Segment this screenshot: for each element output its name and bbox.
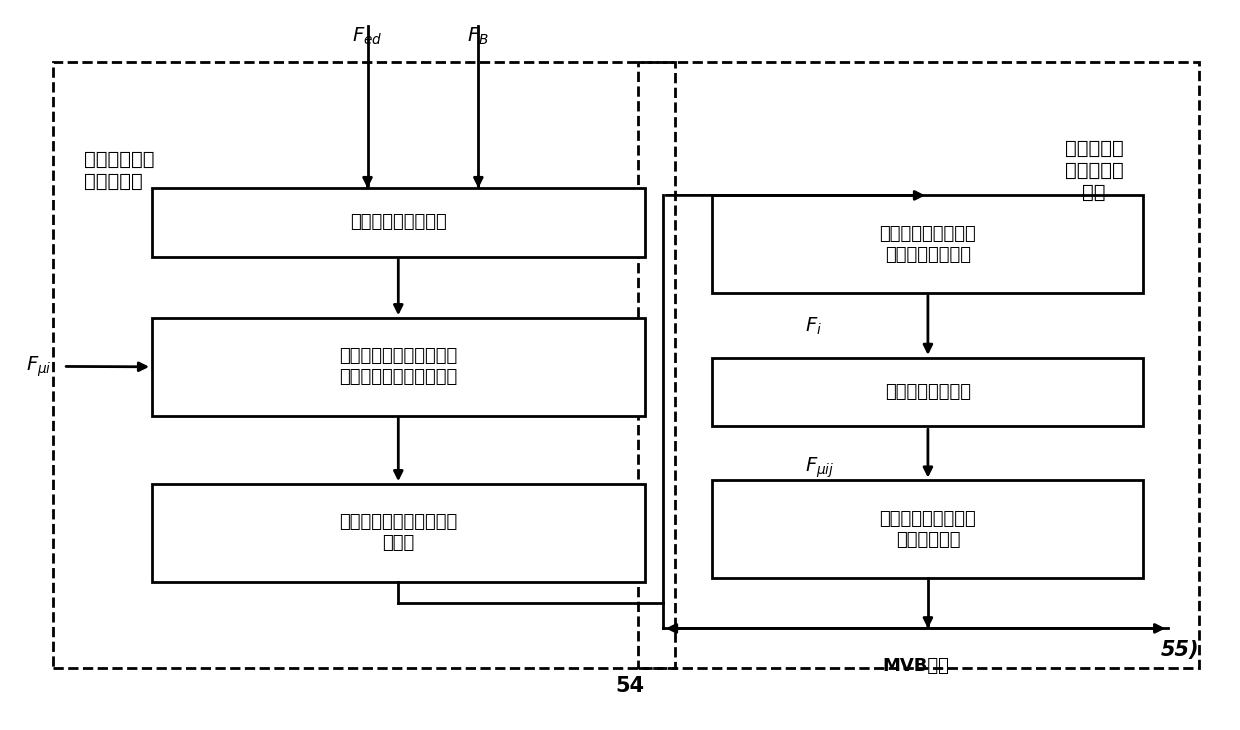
Text: $F_{B}$: $F_{B}$ (467, 26, 490, 47)
Text: $F_{\mu ij}$: $F_{\mu ij}$ (805, 456, 835, 480)
Bar (153, 484, 645, 582)
Text: $F_{\mu i}$: $F_{\mu i}$ (26, 354, 52, 379)
Text: $F_{ed}$: $F_{ed}$ (352, 26, 383, 47)
Bar (712, 358, 1143, 426)
Bar (53, 62, 676, 668)
Text: MVB总线: MVB总线 (882, 657, 949, 675)
Text: 制动力分配优
化控制单元: 制动力分配优 化控制单元 (84, 150, 155, 191)
Bar (639, 62, 1199, 668)
Text: 制动力再分
配及其优化
单元: 制动力再分 配及其优化 单元 (1065, 139, 1123, 201)
Text: 时变条件下制动力再
分配优化单元: 时变条件下制动力再 分配优化单元 (879, 510, 976, 548)
Text: 动车和拖车总的制动力存
储单元: 动车和拖车总的制动力存 储单元 (340, 513, 458, 552)
Text: 54: 54 (615, 676, 645, 696)
Text: 55): 55) (1161, 640, 1199, 660)
Text: $F_{i}$: $F_{i}$ (805, 316, 822, 337)
Text: 电制动优先判别单元: 电制动优先判别单元 (350, 213, 446, 231)
Bar (153, 188, 645, 257)
Text: 单节列车受力模型: 单节列车受力模型 (885, 383, 971, 401)
Bar (712, 196, 1143, 293)
Text: 粘着力约束下基于粘着力
正比例的制动力分配单元: 粘着力约束下基于粘着力 正比例的制动力分配单元 (340, 347, 458, 386)
Bar (712, 480, 1143, 578)
Text: 基于粘着力正比例的
制动力再分配单元: 基于粘着力正比例的 制动力再分配单元 (879, 225, 976, 264)
Bar (153, 318, 645, 415)
